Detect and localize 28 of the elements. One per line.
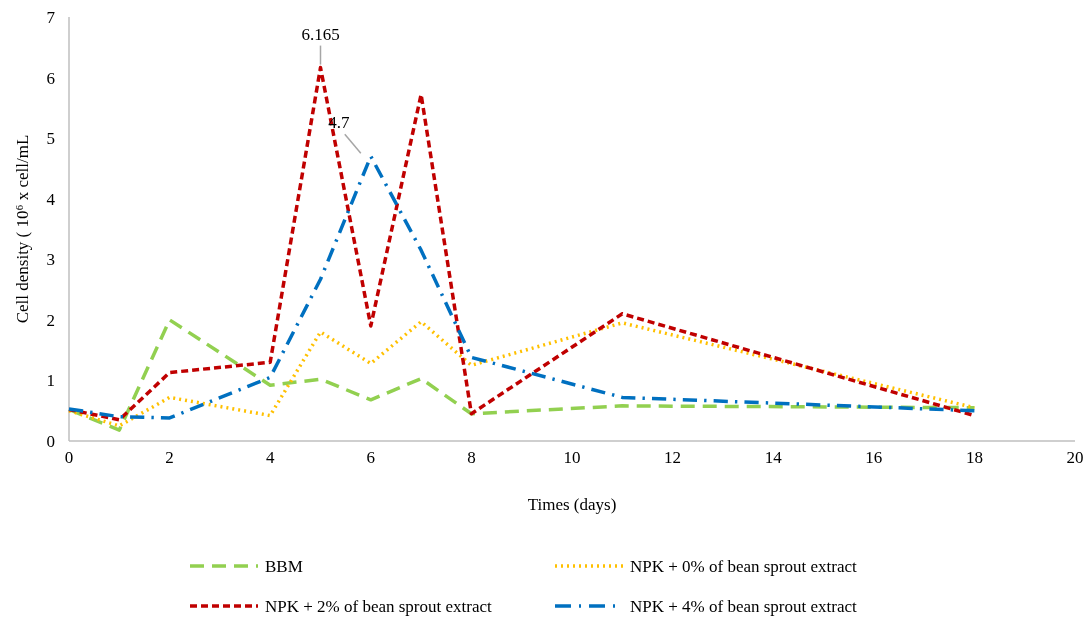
x-tick-label: 6 [366, 448, 376, 467]
annotation: 4.7 [328, 113, 350, 133]
legend-label: BBM [265, 557, 303, 576]
legend-label: NPK + 2% of bean sprout extract [265, 597, 493, 616]
x-tick-label: 2 [165, 448, 174, 467]
y-tick-label: 6 [46, 68, 55, 88]
x-tick-label: 4 [265, 448, 275, 467]
y-tick-label: 3 [46, 250, 55, 270]
y-tick-label: 7 [46, 8, 56, 27]
y-tick-label: 4 [46, 189, 56, 209]
y-tick-label: 5 [46, 129, 55, 149]
x-tick-label: 0 [64, 448, 74, 467]
x-tick-label: 16 [865, 448, 883, 467]
annotation: 6.165 [301, 24, 340, 44]
y-tick-label: 0 [46, 432, 55, 451]
line-series [67, 154, 977, 420]
y-tick-label: 2 [46, 310, 55, 330]
y-tick-label: 1 [46, 371, 55, 391]
x-tick-label: 10 [563, 448, 581, 467]
legend-label: NPK + 0% of bean sprout extract [630, 557, 858, 576]
x-axis-title: Times (days) [527, 495, 617, 514]
x-tick-label: 20 [1066, 448, 1084, 467]
x-tick-label: 12 [664, 448, 682, 467]
x-tick-label: 14 [764, 448, 783, 467]
legend-label: NPK + 4% of bean sprout extract [630, 597, 858, 616]
y-axis-title: Cell density ( 10⁶ x cell/mL [13, 134, 32, 324]
x-tick-label: 8 [467, 448, 476, 467]
x-tick-label: 18 [965, 448, 983, 467]
